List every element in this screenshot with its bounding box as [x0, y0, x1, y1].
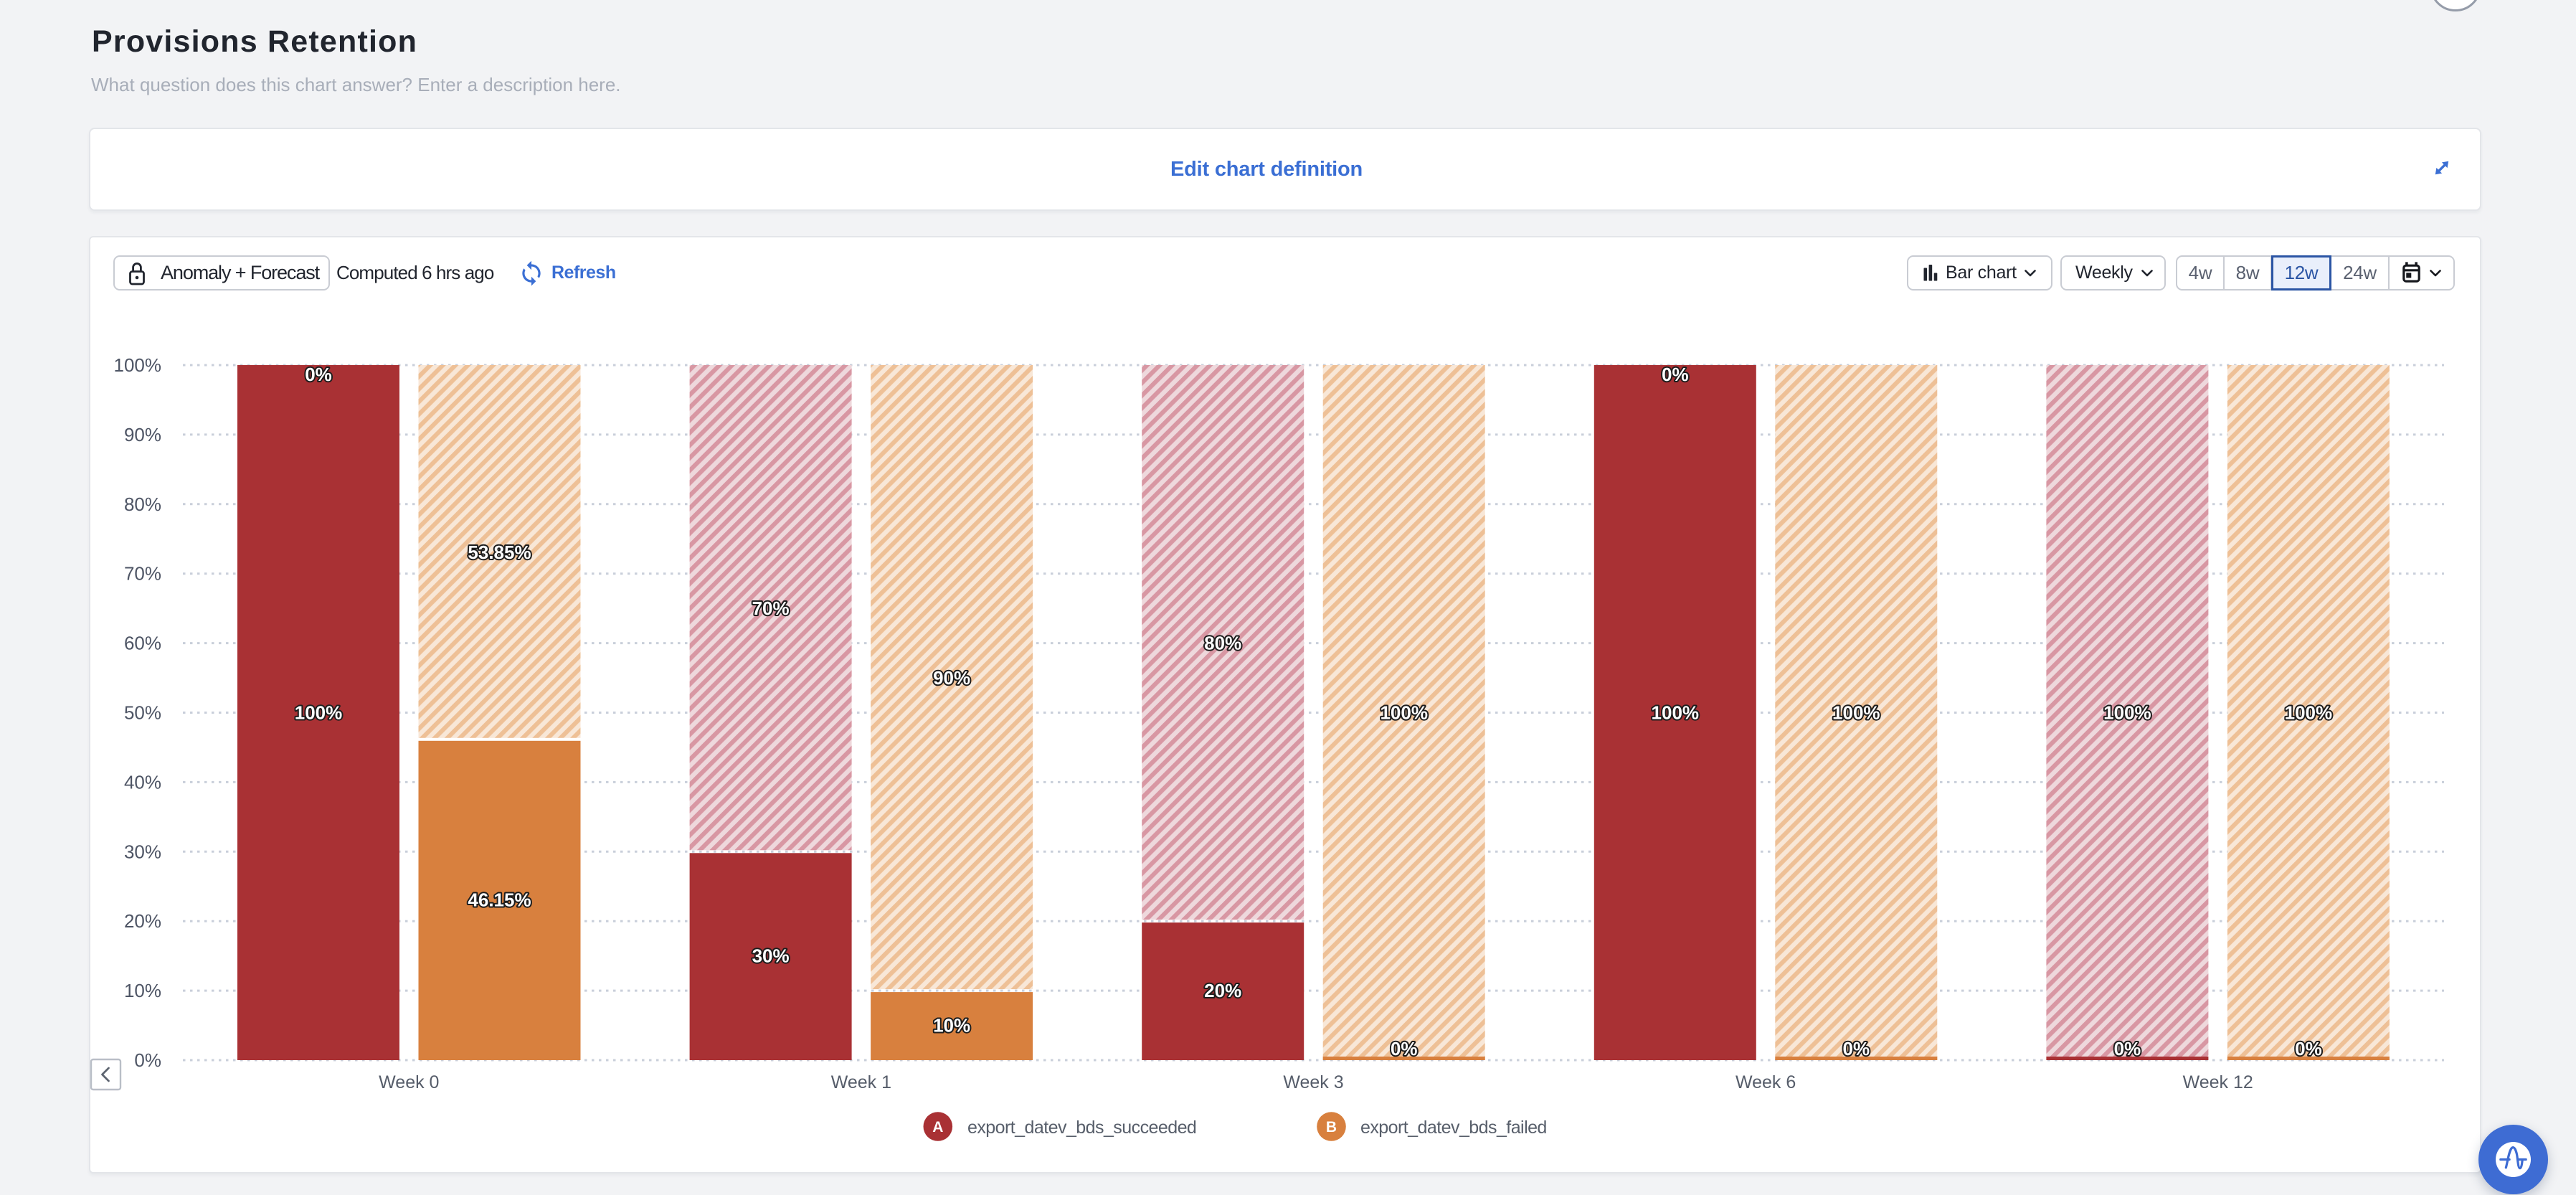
- svg-text:90%: 90%: [124, 424, 161, 445]
- svg-text:100%: 100%: [295, 702, 343, 724]
- svg-text:Week 1: Week 1: [831, 1072, 891, 1092]
- svg-text:20%: 20%: [124, 910, 161, 932]
- svg-text:100%: 100%: [2103, 702, 2151, 724]
- svg-text:100%: 100%: [1380, 702, 1428, 724]
- svg-text:B: B: [1326, 1119, 1337, 1135]
- svg-text:60%: 60%: [124, 633, 161, 654]
- svg-text:0%: 0%: [2295, 1038, 2322, 1059]
- svg-text:0%: 0%: [1662, 364, 1689, 385]
- svg-text:40%: 40%: [124, 771, 161, 793]
- svg-text:0%: 0%: [2114, 1038, 2141, 1059]
- svg-text:0%: 0%: [1391, 1038, 1418, 1059]
- svg-text:0%: 0%: [134, 1049, 161, 1071]
- svg-text:Week 0: Week 0: [379, 1072, 439, 1092]
- svg-text:10%: 10%: [124, 980, 161, 1001]
- svg-text:70%: 70%: [752, 598, 790, 619]
- svg-text:export_datev_bds_failed: export_datev_bds_failed: [1360, 1118, 1547, 1138]
- svg-text:50%: 50%: [124, 702, 161, 724]
- svg-text:90%: 90%: [933, 667, 970, 689]
- svg-text:0%: 0%: [305, 364, 332, 385]
- svg-text:30%: 30%: [752, 945, 790, 967]
- svg-text:100%: 100%: [114, 354, 162, 376]
- svg-text:100%: 100%: [1832, 702, 1880, 724]
- svg-text:53.85%: 53.85%: [468, 542, 531, 563]
- svg-text:Week 12: Week 12: [2183, 1072, 2253, 1092]
- svg-text:Week 3: Week 3: [1283, 1072, 1343, 1092]
- svg-text:export_datev_bds_succeeded: export_datev_bds_succeeded: [967, 1118, 1196, 1138]
- svg-text:0%: 0%: [1843, 1038, 1870, 1059]
- svg-text:Week 6: Week 6: [1736, 1072, 1796, 1092]
- svg-text:100%: 100%: [2285, 702, 2333, 724]
- svg-text:80%: 80%: [1204, 633, 1241, 654]
- svg-text:20%: 20%: [1204, 980, 1241, 1001]
- svg-text:70%: 70%: [124, 563, 161, 585]
- svg-text:10%: 10%: [933, 1015, 970, 1036]
- svg-text:30%: 30%: [124, 841, 161, 862]
- svg-text:46.15%: 46.15%: [468, 889, 531, 910]
- svg-text:80%: 80%: [124, 493, 161, 515]
- svg-text:A: A: [932, 1119, 943, 1135]
- svg-text:100%: 100%: [1652, 702, 1700, 724]
